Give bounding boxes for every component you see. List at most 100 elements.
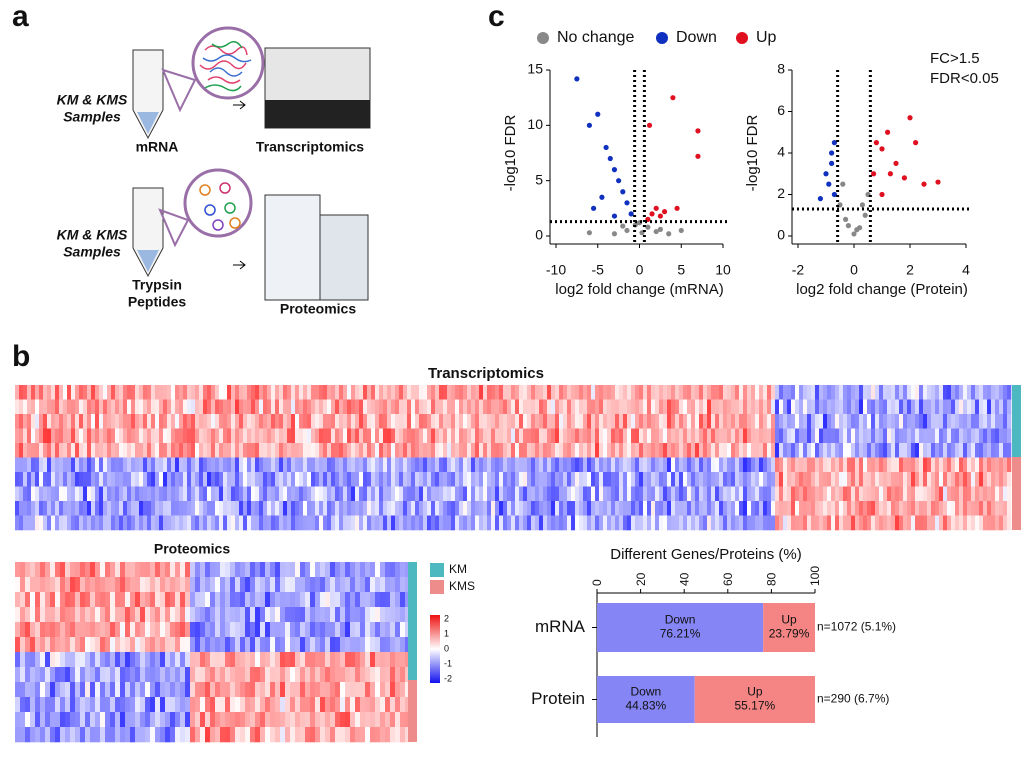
heatmap-cell [699,486,704,502]
heatmap-cell [595,472,600,487]
heatmap-cell [151,457,156,473]
heatmap-cell [547,472,552,487]
heatmap-cell [315,637,321,653]
heatmap-cell [19,515,24,531]
heatmap-cell [91,457,96,473]
heatmap-cell [35,727,41,743]
heatmap-cell [491,443,496,458]
heatmap-cell [210,667,216,683]
heatmap-cell [311,385,316,400]
heatmap-cell [655,486,660,502]
heatmap-cell [155,472,160,487]
heatmap-cell [45,667,51,683]
heatmap-cell [159,457,164,473]
heatmap-cell [539,385,544,400]
heatmap-cell [339,414,344,429]
heatmap-cell [415,399,420,415]
heatmap-cell [15,607,21,623]
heatmap-cell [363,457,368,473]
heatmap-cell [399,472,404,487]
heatmap-cell [220,562,226,578]
heatmap-cell [599,399,604,415]
heatmap-cell [387,472,392,487]
heatmap-cell [71,457,76,473]
heatmap-cell [455,399,460,415]
heatmap-cell [310,577,316,593]
heatmap-cell [343,385,348,400]
heatmap-cell [927,399,932,415]
heatmap-cell [290,562,296,578]
heatmap-cell [731,457,736,473]
heatmap-cell [255,385,260,400]
heatmap-cell [335,428,340,444]
heatmap-cell [371,385,376,400]
heatmap-cell [331,457,336,473]
heatmap-cell [100,592,106,608]
heatmap-cell [355,607,361,623]
heatmap-cell [859,486,864,502]
heatmap-cell [59,515,64,531]
heatmap-cell [315,501,320,516]
heatmap-cell [991,486,996,502]
heatmap-cell [119,399,124,415]
heatmap-cell [263,486,268,502]
heatmap-cell [523,457,528,473]
point [831,191,838,198]
heatmap-cell [400,562,406,578]
heatmap-cell [403,486,408,502]
heatmap-cell [959,414,964,429]
heatmap-cell [615,501,620,516]
heatmap-cell [75,501,80,516]
heatmap-cell [431,399,436,415]
heatmap-cell [351,515,356,531]
heatmap-cell [499,399,504,415]
heatmap-cell [999,457,1004,473]
heatmap-cell [15,652,21,668]
heatmap-cell [419,428,424,444]
heatmap-cell [715,515,720,531]
heatmap-cell [471,472,476,487]
heatmap-cell [767,443,772,458]
heatmap-cell [495,414,500,429]
heatmap-cell [150,682,156,698]
heatmap-cell [587,457,592,473]
heatmap-cell [79,443,84,458]
heatmap-cell [679,501,684,516]
heatmap-cell [135,592,141,608]
x-tick-label: 10 [715,262,731,278]
heatmap-cell [391,399,396,415]
heatmap-cell [105,637,111,653]
heatmap-cell [891,472,896,487]
heatmap-cell [919,428,924,444]
heatmap-cell [111,457,116,473]
heatmap-cell [927,443,932,458]
heatmap-cell [731,428,736,444]
heatmap-cell [95,712,101,728]
heatmap-cell [555,515,560,531]
heatmap-cell [360,667,366,683]
heatmap-cell [819,414,824,429]
heatmap-cell [279,443,284,458]
heatmap-cell [511,472,516,487]
heatmap-cell [183,428,188,444]
heatmap-cell [130,592,136,608]
heatmap-cell [140,652,146,668]
heatmap-cell [439,385,444,400]
heatmap-cell [279,457,284,473]
heatmap-cell [851,385,856,400]
heatmap-cell [100,637,106,653]
heatmap-cell [307,443,312,458]
heatmap-cell [687,515,692,531]
heatmap-cell [51,472,56,487]
heatmap-cell [139,385,144,400]
heatmap-cell [230,697,236,713]
heatmap-cell [160,592,166,608]
heatmap-cell [405,607,411,623]
heatmap-cell [507,501,512,516]
heatmap-cell [567,399,572,415]
heatmap-cell [165,607,171,623]
heatmap-cell [659,399,664,415]
heatmap-cell [635,472,640,487]
heatmap-cell [843,414,848,429]
heatmap-cell [105,577,111,593]
